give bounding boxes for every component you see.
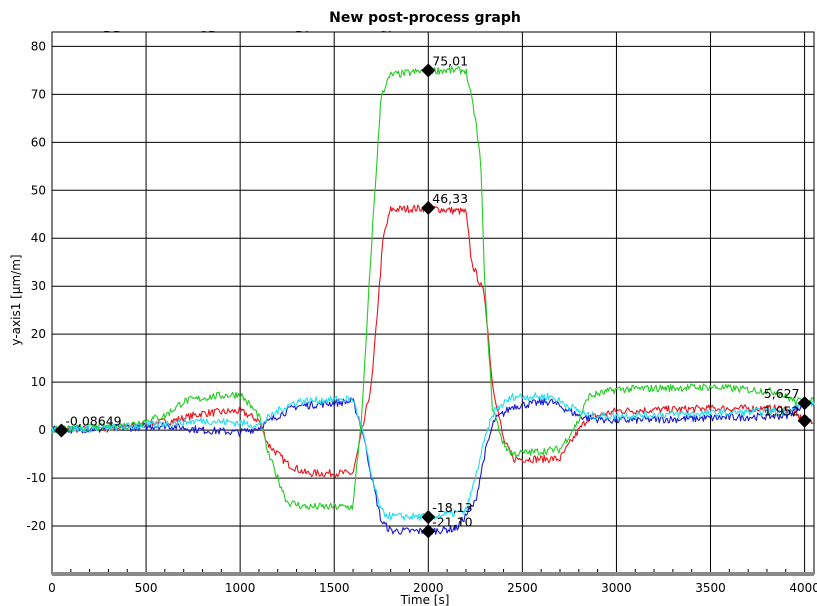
y-tick-label: 10 [31, 375, 46, 389]
y-tick-label: 20 [31, 327, 46, 341]
x-scroll-strip [52, 572, 814, 576]
y-tick-label: 80 [31, 39, 46, 53]
y-tick-label: 70 [31, 87, 46, 101]
chart-title: New post-process graph [329, 10, 521, 26]
annotation-marker [421, 200, 436, 215]
y-tick-label: -20 [26, 519, 46, 533]
x-tick-label: 3500 [695, 581, 726, 595]
y-tick-label: -10 [26, 471, 46, 485]
annotation-marker [421, 510, 436, 525]
x-tick-label: 500 [135, 581, 158, 595]
y-tick-label: 0 [38, 423, 46, 437]
x-tick-label: 4000 [789, 581, 817, 595]
y-tick-label: 60 [31, 135, 46, 149]
grid-lines [51, 32, 814, 574]
y-tick-label: 40 [31, 231, 46, 245]
x-tick-label: 2000 [413, 581, 444, 595]
annotation-marker [797, 413, 812, 428]
annotation-marker [421, 63, 436, 78]
annotation-label: 75,01 [432, 53, 468, 68]
point-annotations: 75,01 46,33 -18,13-21,10 -0,08649 5,627 1,952 [54, 53, 812, 539]
annotation-marker [54, 423, 69, 438]
annotation-marker [421, 524, 436, 539]
x-tick-label: 0 [48, 581, 56, 595]
annotation-label: 5,627 [764, 386, 800, 401]
annotation-label: 1,952 [764, 404, 800, 419]
y-axis-label: y-axis1 [µm/m] [9, 254, 23, 345]
annotation-label: -21,10 [432, 514, 472, 529]
annotation-label: -0,08649 [65, 414, 121, 429]
annotation-label: 46,33 [432, 191, 468, 206]
axis-ticks: 0 500 1000 1500 2000 2500 3000 3500 4000 -20 -10 0 1… [26, 39, 817, 595]
x-tick-label: 2500 [507, 581, 538, 595]
annotation-marker [797, 396, 812, 411]
x-tick-label: 1000 [225, 581, 256, 595]
plot-area [51, 31, 815, 575]
x-axis-label: Time [s] [400, 593, 450, 606]
y-tick-label: 50 [31, 183, 46, 197]
x-tick-label: 1500 [319, 581, 350, 595]
x-tick-label: 3000 [601, 581, 632, 595]
y-tick-label: 30 [31, 279, 46, 293]
annotation-label: -18,13 [432, 500, 472, 515]
